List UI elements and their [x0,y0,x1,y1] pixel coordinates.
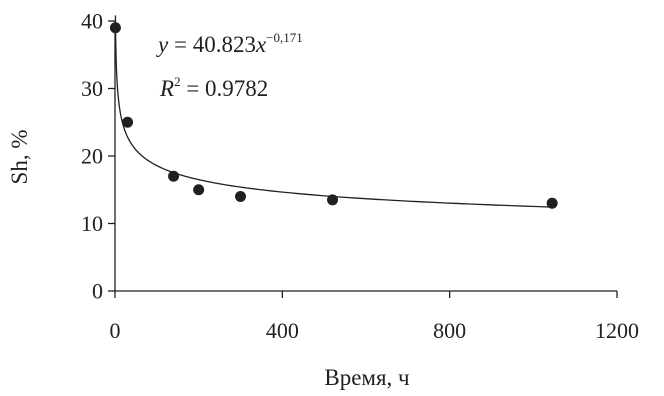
data-point [122,116,134,128]
r-squared-lhs: R [159,76,174,101]
x-tick-label: 800 [433,318,466,343]
r-squared: R2 = 0.9782 [159,74,268,101]
y-tick-label: 0 [92,279,103,304]
axes [114,21,617,292]
r-squared-power: 2 [174,74,181,89]
trendline-equation: y = 40.823x−0,171 [156,30,303,57]
equation-exponent: −0,171 [266,30,303,45]
data-points [109,22,558,209]
equation-lhs: y [156,32,169,57]
y-tick-label: 30 [81,76,103,101]
data-point [109,22,121,34]
x-axis-title: Время, ч [324,365,410,390]
trendline [114,15,553,208]
x-tick-label: 0 [110,318,121,343]
data-point [546,197,558,209]
equation-variable: x [255,32,267,57]
data-point [327,194,339,206]
data-point [168,170,180,182]
equation-coefficient: = 40.823 [168,32,256,57]
y-axis-title: Sh, % [7,130,32,185]
data-point [235,191,246,202]
r-squared-value: = 0.9782 [181,76,269,101]
y-tick-label: 20 [81,144,103,169]
y-tick-label: 40 [81,9,103,34]
x-tick-label: 1200 [595,318,639,343]
x-tick-label: 400 [266,318,299,343]
data-point [193,184,205,196]
y-tick-label: 10 [81,211,103,236]
